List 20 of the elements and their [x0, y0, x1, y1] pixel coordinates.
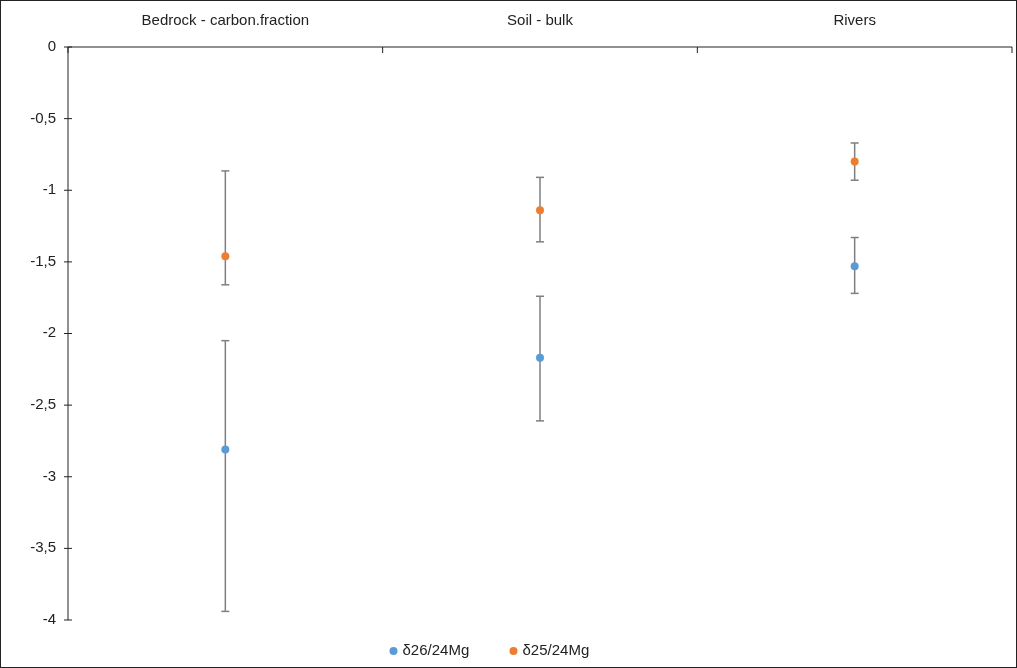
legend-label: δ25/24Mg — [522, 640, 590, 658]
y-tick-label: -3,5 — [30, 538, 56, 556]
x-tick-label: Bedrock - carbon.fraction — [141, 11, 310, 28]
y-tick-label: 0 — [47, 36, 56, 54]
y-tick-label: -1,5 — [30, 251, 56, 269]
x-tick-label: Rivers — [833, 11, 876, 28]
point — [536, 206, 544, 215]
point — [221, 252, 230, 261]
legend-label: δ26/24Mg — [402, 640, 470, 658]
y-tick-label: -2,5 — [30, 395, 56, 413]
y-tick-label: -0,5 — [30, 108, 56, 126]
y-tick-label: -4 — [42, 609, 56, 627]
y-tick-label: -1 — [42, 180, 56, 198]
point — [850, 157, 859, 166]
point — [850, 262, 859, 271]
y-tick-label: -2 — [42, 323, 56, 341]
point — [221, 445, 230, 454]
point — [536, 353, 544, 362]
x-tick-label: Soil - bulk — [507, 11, 574, 28]
y-tick-label: -3 — [42, 466, 56, 484]
